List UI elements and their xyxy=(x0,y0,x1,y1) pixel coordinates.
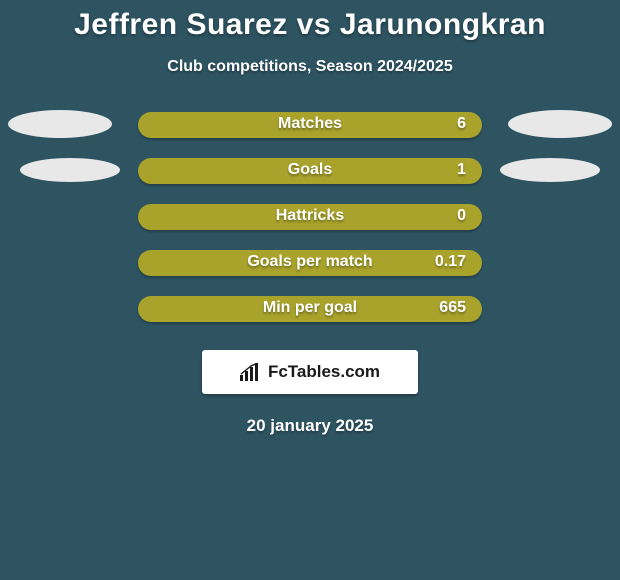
stat-label: Hattricks xyxy=(138,207,482,225)
page-subtitle: Club competitions, Season 2024/2025 xyxy=(0,58,620,76)
stat-row: Min per goal 665 xyxy=(0,296,620,342)
stat-row: Matches 6 xyxy=(0,112,620,158)
left-ellipse xyxy=(20,158,120,182)
stat-label: Min per goal xyxy=(138,299,482,317)
stat-label: Goals xyxy=(138,161,482,179)
stat-value: 0 xyxy=(457,207,466,225)
branding-badge: FcTables.com xyxy=(202,350,418,394)
stat-bar: Min per goal 665 xyxy=(138,296,482,322)
snapshot-date: 20 january 2025 xyxy=(0,416,620,436)
page-title: Jeffren Suarez vs Jarunongkran xyxy=(0,0,620,42)
stat-bar: Hattricks 0 xyxy=(138,204,482,230)
stat-bar: Goals per match 0.17 xyxy=(138,250,482,276)
stat-value: 6 xyxy=(457,115,466,133)
right-ellipse xyxy=(500,158,600,182)
stat-rows: Matches 6 Goals 1 Hattricks 0 Goals per … xyxy=(0,112,620,342)
stat-row: Hattricks 0 xyxy=(0,204,620,250)
bar-chart-icon xyxy=(240,363,262,381)
stat-value: 1 xyxy=(457,161,466,179)
stat-label: Matches xyxy=(138,115,482,133)
stat-value: 0.17 xyxy=(435,253,466,271)
stat-bar: Matches 6 xyxy=(138,112,482,138)
stat-bar: Goals 1 xyxy=(138,158,482,184)
left-ellipse xyxy=(8,110,112,138)
stat-label: Goals per match xyxy=(138,253,482,271)
stat-row: Goals 1 xyxy=(0,158,620,204)
stat-value: 665 xyxy=(439,299,466,317)
comparison-infographic: Jeffren Suarez vs Jarunongkran Club comp… xyxy=(0,0,620,580)
branding-text: FcTables.com xyxy=(268,362,380,382)
stat-row: Goals per match 0.17 xyxy=(0,250,620,296)
right-ellipse xyxy=(508,110,612,138)
